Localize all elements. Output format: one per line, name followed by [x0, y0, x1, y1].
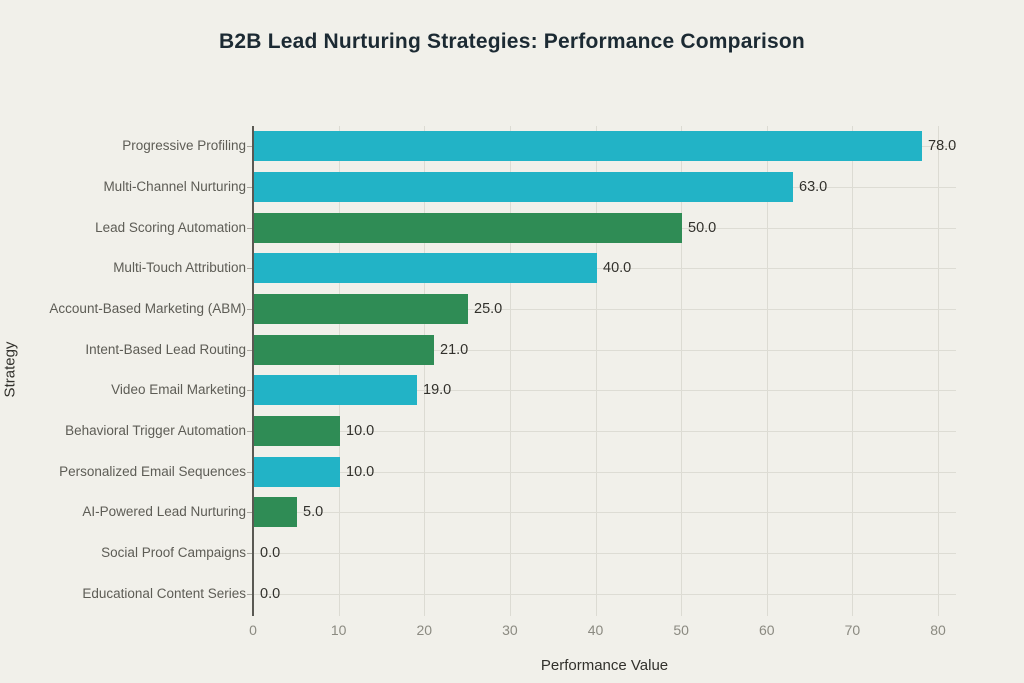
- y-gridline: [253, 472, 956, 473]
- y-gridline: [253, 390, 956, 391]
- x-gridline: [938, 126, 939, 616]
- y-gridline: [253, 309, 956, 310]
- y-gridline: [253, 350, 956, 351]
- category-label: Intent-Based Lead Routing: [85, 342, 246, 357]
- category-label: Educational Content Series: [82, 586, 246, 601]
- value-label: 5.0: [303, 504, 324, 520]
- x-gridline: [766, 126, 768, 616]
- y-axis-line: [252, 126, 254, 616]
- x-tick-label: 0: [249, 622, 257, 638]
- x-gridline: [424, 126, 426, 616]
- category-label: Multi-Touch Attribution: [113, 260, 246, 275]
- x-tick-label: 40: [587, 622, 604, 638]
- category-tick-mark: [247, 268, 253, 269]
- x-tick-label: 20: [416, 622, 433, 638]
- y-axis-title: Strategy: [1, 341, 19, 398]
- x-tick-label: 30: [502, 622, 518, 638]
- value-label: 21.0: [440, 342, 469, 358]
- category-tick-mark: [247, 512, 253, 513]
- bar-3: [254, 213, 682, 243]
- value-label: 25.0: [474, 301, 503, 317]
- y-gridline: [253, 268, 956, 269]
- category-label: Multi-Channel Nurturing: [103, 179, 246, 194]
- value-label: 19.0: [423, 382, 452, 398]
- y-gridline: [253, 594, 956, 595]
- value-label: 10.0: [346, 464, 375, 480]
- category-tick-mark: [247, 146, 253, 147]
- category-label: AI-Powered Lead Nurturing: [82, 504, 246, 519]
- value-label: 50.0: [688, 220, 717, 236]
- category-tick-mark: [247, 187, 253, 188]
- x-gridline: [595, 126, 597, 616]
- x-tick-label: 60: [758, 622, 775, 638]
- category-tick-mark: [247, 594, 253, 595]
- value-label: 63.0: [799, 179, 828, 195]
- y-gridline: [253, 553, 956, 554]
- category-label: Video Email Marketing: [111, 382, 246, 397]
- category-label: Progressive Profiling: [122, 138, 246, 153]
- y-gridline: [253, 431, 956, 432]
- category-label: Personalized Email Sequences: [59, 464, 246, 479]
- category-label: Lead Scoring Automation: [95, 220, 246, 235]
- category-tick-mark: [247, 309, 253, 310]
- x-tick-label: 70: [844, 622, 861, 638]
- chart-title: B2B Lead Nurturing Strategies: Performan…: [219, 30, 805, 53]
- bar-1: [254, 131, 922, 161]
- category-tick-mark: [247, 472, 253, 473]
- category-tick-mark: [247, 390, 253, 391]
- bar-7: [254, 375, 417, 405]
- bar-4: [254, 253, 597, 283]
- bar-10: [254, 497, 297, 527]
- value-label: 40.0: [603, 260, 632, 276]
- x-gridline: [681, 126, 683, 616]
- x-axis-title: Performance Value: [540, 657, 669, 674]
- x-tick-label: 80: [930, 622, 946, 638]
- x-gridline: [338, 126, 340, 616]
- category-label: Social Proof Campaigns: [101, 545, 246, 560]
- x-gridline: [509, 126, 511, 616]
- x-gridline: [852, 126, 854, 616]
- bar-8: [254, 416, 340, 446]
- x-tick-label: 10: [330, 622, 347, 638]
- category-label: Behavioral Trigger Automation: [65, 423, 246, 438]
- x-tick-label: 50: [673, 622, 689, 638]
- value-label: 0.0: [260, 586, 281, 602]
- value-label: 10.0: [346, 423, 375, 439]
- value-label: 78.0: [928, 138, 957, 154]
- bar-6: [254, 335, 434, 365]
- category-tick-mark: [247, 553, 253, 554]
- category-tick-mark: [247, 350, 253, 351]
- category-tick-mark: [247, 228, 253, 229]
- bar-2: [254, 172, 793, 202]
- bar-9: [254, 457, 340, 487]
- bar-5: [254, 294, 468, 324]
- y-gridline: [253, 512, 956, 513]
- value-label: 0.0: [260, 545, 281, 561]
- category-label: Account-Based Marketing (ABM): [49, 301, 246, 316]
- category-tick-mark: [247, 431, 253, 432]
